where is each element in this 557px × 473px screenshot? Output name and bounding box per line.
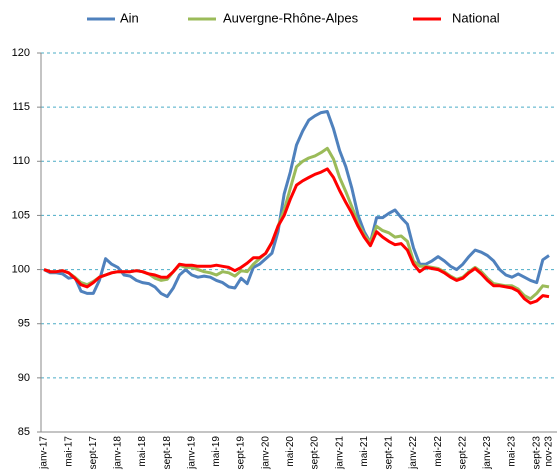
y-tick-label: 100	[12, 263, 30, 275]
series-line	[43, 110, 550, 299]
x-tick-label: janv-23	[482, 436, 493, 470]
x-tick-label: mai-18	[137, 436, 148, 467]
x-tick-label: sept-21	[384, 436, 395, 470]
x-tick-label: sept-23	[531, 436, 542, 470]
legend-label: Ain	[120, 10, 139, 25]
y-tick-label: 95	[18, 318, 30, 330]
x-tick-label: mai-21	[359, 436, 370, 467]
y-tick-label: 115	[12, 101, 30, 113]
x-tick-label: sept-17	[88, 436, 99, 470]
x-tick-label: nov-23	[544, 436, 555, 467]
legend-label: Auvergne-Rhône-Alpes	[223, 10, 359, 25]
y-tick-label: 90	[18, 372, 30, 384]
x-tick-label: sept-18	[162, 436, 173, 470]
x-tick-label: janv-17	[39, 436, 50, 470]
x-tick-label: mai-23	[507, 436, 518, 467]
x-tick-label: mai-22	[433, 436, 444, 467]
x-tick-label: janv-18	[113, 436, 124, 470]
series-line	[43, 167, 550, 305]
x-tick-label: sept-22	[457, 436, 468, 470]
x-tick-label: mai-19	[211, 436, 222, 467]
x-tick-label: janv-19	[186, 436, 197, 470]
x-tick-label: janv-22	[408, 436, 419, 470]
x-tick-label: sept-20	[310, 436, 321, 470]
x-tick-label: janv-20	[260, 436, 271, 470]
legend-label: National	[452, 10, 500, 25]
x-tick-label: mai-20	[285, 436, 296, 467]
x-tick-label: sept-19	[236, 436, 247, 470]
y-tick-label: 120	[12, 47, 30, 59]
y-tick-label: 110	[12, 155, 30, 167]
y-tick-label: 85	[18, 426, 30, 438]
x-tick-label: janv-21	[334, 436, 345, 470]
x-tick-label: mai-17	[63, 436, 74, 467]
series-line	[43, 146, 550, 301]
y-tick-label: 105	[12, 209, 30, 221]
